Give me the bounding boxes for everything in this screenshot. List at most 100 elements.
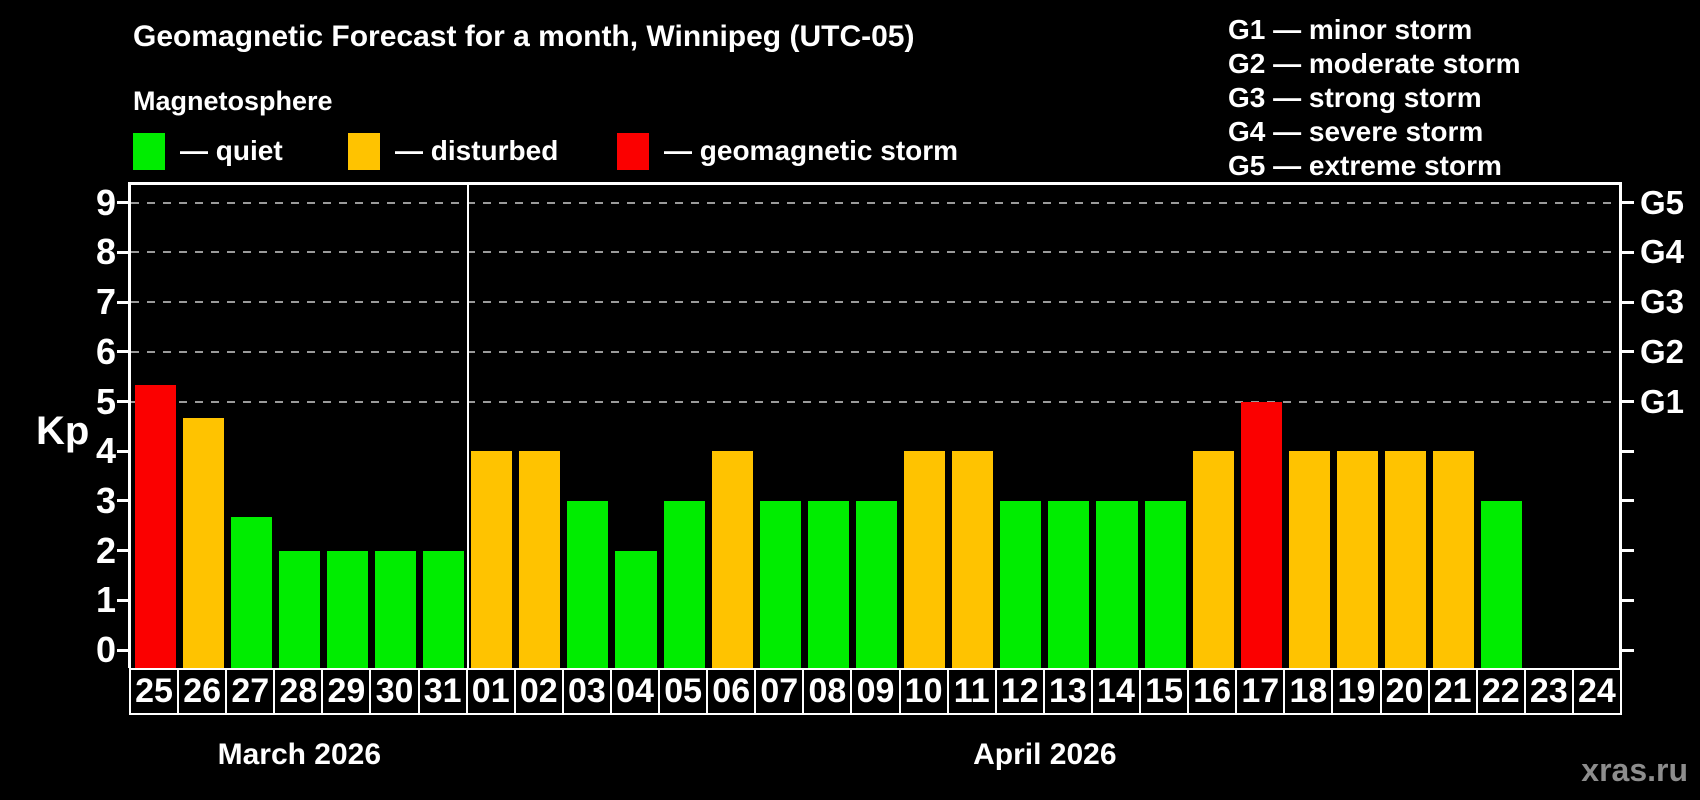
kp-bar-day-31-quiet [423, 550, 465, 668]
day-cell-10: 10 [898, 668, 949, 715]
y-axis-tick-left-4 [117, 449, 131, 453]
storm-scale-line-3: G3 — strong storm [1228, 82, 1482, 113]
kp-bar-day-09-quiet [855, 500, 898, 668]
day-cell-07: 07 [754, 668, 805, 715]
day-cell-11: 11 [946, 668, 997, 715]
kp-bar-day-19-disturbed [1336, 451, 1378, 668]
day-cell-12: 12 [994, 668, 1045, 715]
y-axis-tick-label-9: 9 [95, 181, 116, 223]
y-axis-tick-label-0: 0 [95, 629, 116, 670]
y-axis-tick-left-5 [117, 400, 131, 403]
y-axis-tick-left-7 [117, 300, 131, 304]
day-cell-23: 23 [1523, 668, 1574, 715]
g-scale-axis-label-G1: G1 [1640, 382, 1685, 420]
day-cell-01: 01 [465, 668, 516, 715]
storm-scale-legend: G1 — minor storm G2 — moderate storm G3 — … [1228, 13, 1521, 183]
kp-bar-day-01-disturbed [471, 451, 513, 668]
kp-bar-day-07-quiet [759, 500, 801, 668]
day-cell-19: 19 [1331, 668, 1382, 715]
y-axis-tick-left-3 [117, 499, 131, 503]
day-cell-22: 22 [1475, 668, 1526, 715]
day-cell-28: 28 [273, 668, 324, 715]
storm-scale-line-2: G2 — moderate storm [1228, 48, 1521, 79]
g-scale-axis-label-G5: G5 [1640, 183, 1685, 221]
storm-scale-line-5: G5 — extreme storm [1228, 150, 1502, 181]
day-cell-03: 03 [561, 668, 612, 715]
y-axis-tick-left-9 [117, 201, 131, 205]
y-axis-tick-left-1 [117, 598, 131, 602]
y-axis-tick-left-2 [117, 549, 131, 553]
y-axis-tick-label-6: 6 [95, 330, 116, 372]
month-label: March 2026 [217, 738, 382, 771]
kp-bar-day-22-quiet [1481, 500, 1523, 668]
day-cell-18: 18 [1283, 668, 1334, 715]
legend-label-disturbed: — disturbed [395, 135, 559, 166]
day-cell-02: 02 [513, 668, 564, 715]
kp-bar-day-04-quiet [615, 550, 657, 668]
gridline-kp-8 [131, 251, 1619, 254]
plot-area-border [128, 182, 1622, 668]
kp-bar-day-26-disturbed [182, 417, 224, 668]
day-cell-06: 06 [706, 668, 757, 715]
month-label: April 2026 [973, 738, 1117, 771]
gridline-kp-5 [131, 400, 1619, 403]
day-cell-17: 17 [1235, 668, 1286, 715]
y-axis-tick-left-8 [117, 250, 131, 254]
legend-label-storm: — geomagnetic storm [664, 135, 959, 166]
y-axis-tick-right-0 [1619, 648, 1634, 652]
y-axis-tick-right-1 [1619, 598, 1634, 602]
g-scale-axis-label-G4: G4 [1640, 233, 1685, 271]
watermark: xras.ru [1581, 752, 1688, 788]
day-cell-05: 05 [658, 668, 709, 715]
day-cell-16: 16 [1187, 668, 1238, 715]
y-axis-tick-right-8 [1619, 250, 1634, 254]
kp-bar-day-13-quiet [1048, 500, 1090, 668]
gridline-kp-6 [131, 350, 1619, 353]
y-axis-tick-label-2: 2 [95, 529, 116, 571]
legend-swatch-storm [617, 132, 649, 170]
day-cell-15: 15 [1139, 668, 1190, 715]
kp-bar-day-14-quiet [1096, 500, 1138, 668]
day-cell-30: 30 [369, 668, 420, 715]
kp-bar-day-08-quiet [807, 500, 849, 668]
y-axis-tick-label-5: 5 [95, 380, 116, 422]
y-axis-tick-right-6 [1619, 350, 1634, 354]
kp-bar-day-27-quiet [230, 517, 272, 668]
y-axis-tick-right-5 [1619, 400, 1634, 403]
chart-title: Geomagnetic Forecast for a month, Winnip… [133, 20, 915, 53]
legend-item-disturbed: — disturbed [348, 131, 558, 171]
kp-bar-day-30-quiet [374, 550, 417, 668]
y-axis-tick-right-2 [1619, 549, 1634, 553]
day-cell-04: 04 [609, 668, 661, 715]
legend-item-storm: — geomagnetic storm [617, 131, 958, 171]
kp-bar-day-11-disturbed [952, 451, 994, 668]
kp-bar-day-28-quiet [278, 550, 320, 668]
kp-bar-day-29-quiet [326, 550, 368, 668]
day-cell-27: 27 [225, 668, 276, 715]
day-cell-29: 29 [321, 668, 372, 715]
kp-bar-day-15-quiet [1144, 500, 1186, 668]
gridline-kp-9 [131, 201, 1619, 204]
storm-scale-line-4: G4 — severe storm [1228, 116, 1484, 147]
legend-item-quiet: — quiet [133, 131, 283, 171]
kp-bar-day-10-disturbed [904, 451, 946, 668]
legend-label-quiet: — quiet [180, 135, 283, 166]
y-axis-tick-label-1: 1 [95, 579, 116, 621]
kp-bar-day-05-quiet [663, 500, 705, 668]
chart-subtitle: Magnetosphere [133, 86, 333, 116]
legend-swatch-quiet [133, 132, 165, 170]
legend-swatch-disturbed [348, 132, 380, 170]
day-cell-09: 09 [850, 668, 901, 715]
y-axis-tick-left-6 [117, 350, 131, 354]
day-cell-13: 13 [1042, 668, 1093, 715]
g-scale-axis-label-G3: G3 [1640, 283, 1685, 321]
y-axis-tick-right-3 [1619, 499, 1634, 503]
y-axis-tick-left-0 [117, 648, 131, 652]
kp-bar-day-18-disturbed [1288, 451, 1330, 668]
kp-bar-day-21-disturbed [1433, 451, 1475, 668]
day-cell-20: 20 [1379, 668, 1430, 715]
day-cell-31: 31 [417, 668, 468, 715]
y-axis-tick-right-4 [1619, 449, 1634, 453]
y-axis-tick-right-9 [1619, 201, 1634, 205]
y-axis-title: Kp [36, 409, 90, 453]
